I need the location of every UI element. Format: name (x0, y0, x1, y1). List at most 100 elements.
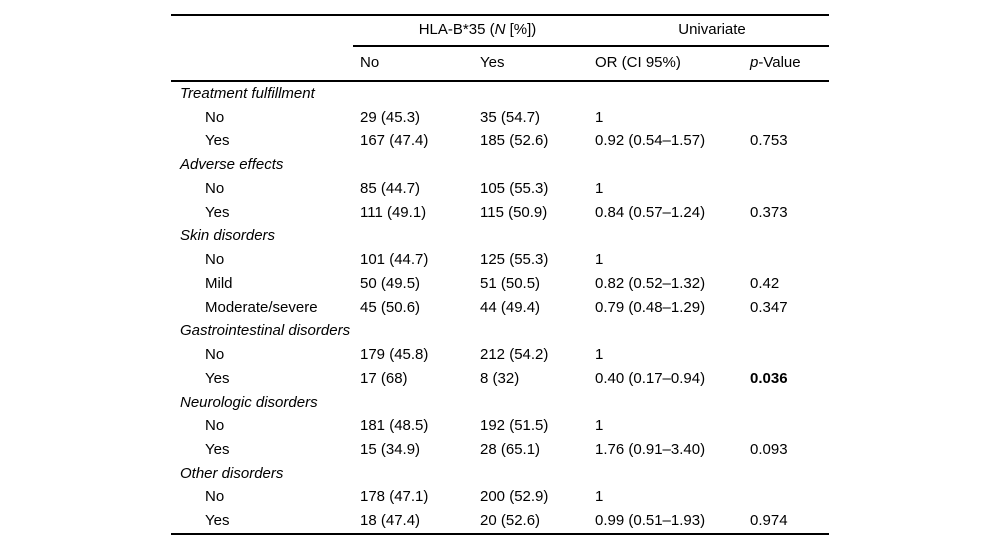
cell-hla-no: 179 (45.8) (360, 346, 429, 364)
cell-hla-no: 29 (45.3) (360, 108, 421, 126)
cell-p-value: 0.347 (750, 298, 788, 316)
cell-or: 1 (595, 417, 604, 435)
cell-hla-no: 85 (44.7) (360, 179, 421, 197)
spanner-hla-b35: HLA-B*35 (N [%]) (360, 15, 595, 45)
column-header-yes: Yes (480, 54, 505, 71)
cell-hla-yes: 51 (50.5) (480, 274, 541, 292)
cell-or: 1 (595, 179, 604, 197)
row-label: No (205, 417, 225, 435)
cell-hla-yes: 44 (49.4) (480, 298, 541, 316)
cell-or: 1 (595, 488, 604, 506)
row-label: Yes (205, 132, 230, 150)
section-label: Treatment fulfillment (180, 85, 315, 102)
cell-hla-yes: 212 (54.2) (480, 346, 549, 364)
cell-hla-no: 167 (47.4) (360, 132, 429, 150)
table-row: No 181 (48.5) 192 (51.5) 1 (171, 414, 829, 438)
cell-hla-yes: 200 (52.9) (480, 488, 549, 506)
cell-hla-no: 45 (50.6) (360, 298, 421, 316)
row-label: Yes (205, 441, 230, 459)
cell-hla-yes: 115 (50.9) (480, 203, 548, 221)
section-label: Skin disorders (180, 227, 276, 245)
table-row: Mild 50 (49.5) 51 (50.5) 0.82 (0.52–1.32… (171, 272, 829, 296)
cell-hla-no: 111 (49.1) (360, 203, 427, 221)
cell-hla-yes: 35 (54.7) (480, 108, 541, 126)
cell-p-value (750, 248, 829, 272)
table-bottom-rule (171, 533, 829, 535)
row-label: No (205, 251, 225, 269)
column-header-p-value: p-Value (750, 46, 801, 80)
table-row: Moderate/severe 45 (50.6) 44 (49.4) 0.79… (171, 296, 829, 320)
table-row: Yes 111 (49.1) 115 (50.9) 0.84 (0.57–1.2… (171, 201, 829, 225)
column-header-no: No (360, 54, 380, 71)
cell-p-value: 0.753 (750, 132, 788, 150)
cell-hla-no: 101 (44.7) (360, 251, 429, 269)
cell-or: 1 (595, 251, 604, 269)
cell-p-value (750, 343, 829, 367)
cell-or: 1.76 (0.91–3.40) (595, 441, 706, 459)
cell-hla-no: 181 (48.5) (360, 417, 429, 435)
row-label: No (205, 108, 225, 126)
table-spanner-header-row: HLA-B*35 (N [%]) Univariate (171, 15, 829, 45)
cell-hla-yes: 125 (55.3) (480, 251, 549, 269)
cell-hla-yes: 105 (55.3) (480, 179, 549, 197)
row-label: Mild (205, 274, 233, 292)
section-label: Gastrointestinal disorders (180, 322, 351, 340)
row-label: No (205, 488, 225, 506)
spanner-hla-n-italic: N (494, 21, 506, 38)
section-row-adverse-effects: Adverse effects (171, 153, 829, 177)
header-bottom-rule (171, 80, 829, 82)
cell-hla-no: 17 (68) (360, 369, 408, 387)
cell-p-value: 0.373 (750, 203, 788, 221)
cell-or: 0.82 (0.52–1.32) (595, 274, 706, 292)
cell-hla-yes: 185 (52.6) (480, 132, 549, 150)
cell-p-value-significant: 0.036 (750, 369, 788, 387)
cell-hla-yes: 20 (52.6) (480, 512, 541, 530)
cell-or: 0.84 (0.57–1.24) (595, 203, 706, 221)
cell-hla-yes: 192 (51.5) (480, 417, 549, 435)
cell-p-value (750, 414, 829, 438)
table-row: No 101 (44.7) 125 (55.3) 1 (171, 248, 829, 272)
cell-hla-no: 178 (47.1) (360, 488, 429, 506)
row-label: Yes (205, 203, 230, 221)
cell-or: 0.79 (0.48–1.29) (595, 298, 706, 316)
table-body: Treatment fulfillment No 29 (45.3) 35 (5… (171, 82, 829, 533)
table-row: Yes 17 (68) 8 (32) 0.40 (0.17–0.94) 0.03… (171, 367, 829, 391)
cell-hla-yes: 8 (32) (480, 369, 520, 387)
cell-p-value (750, 485, 829, 509)
table-row: Yes 15 (34.9) 28 (65.1) 1.76 (0.91–3.40)… (171, 438, 829, 462)
row-label: No (205, 346, 225, 364)
table-row: No 85 (44.7) 105 (55.3) 1 (171, 177, 829, 201)
section-row-neurologic-disorders: Neurologic disorders (171, 391, 829, 415)
p-value-suffix: -Value (758, 54, 801, 71)
row-label: Yes (205, 512, 230, 530)
cell-hla-no: 50 (49.5) (360, 274, 421, 292)
cell-p-value: 0.093 (750, 441, 788, 459)
table-top-rule (171, 14, 829, 16)
p-italic: p (750, 54, 759, 71)
spanner-underline-rule (353, 45, 829, 47)
row-label: Moderate/severe (205, 298, 318, 316)
table-row: No 29 (45.3) 35 (54.7) 1 (171, 106, 829, 130)
cell-or: 1 (595, 108, 604, 126)
cell-p-value (750, 106, 829, 130)
cell-or: 0.99 (0.51–1.93) (595, 512, 706, 530)
table-row: No 179 (45.8) 212 (54.2) 1 (171, 343, 829, 367)
section-label: Neurologic disorders (180, 393, 318, 411)
column-header-or: OR (CI 95%) (595, 54, 681, 71)
section-label: Other disorders (180, 464, 284, 482)
cell-hla-yes: 28 (65.1) (480, 441, 541, 459)
section-row-gastrointestinal-disorders: Gastrointestinal disorders (171, 319, 829, 343)
cell-p-value: 0.974 (750, 512, 788, 530)
table-column-header-row: No Yes OR (CI 95%) p-Value (171, 46, 829, 80)
table-row: No 178 (47.1) 200 (52.9) 1 (171, 485, 829, 509)
statistics-table: HLA-B*35 (N [%]) Univariate No Yes OR (C… (171, 0, 829, 550)
table-row: Yes 167 (47.4) 185 (52.6) 0.92 (0.54–1.5… (171, 129, 829, 153)
cell-hla-no: 15 (34.9) (360, 441, 421, 459)
cell-or: 1 (595, 346, 604, 364)
spanner-hla-prefix: HLA-B*35 ( (418, 21, 495, 38)
row-label: Yes (205, 369, 230, 387)
table-row: Yes 18 (47.4) 20 (52.6) 0.99 (0.51–1.93)… (171, 509, 829, 533)
section-row-treatment-fulfillment: Treatment fulfillment (171, 82, 829, 106)
cell-or: 0.92 (0.54–1.57) (595, 132, 706, 150)
